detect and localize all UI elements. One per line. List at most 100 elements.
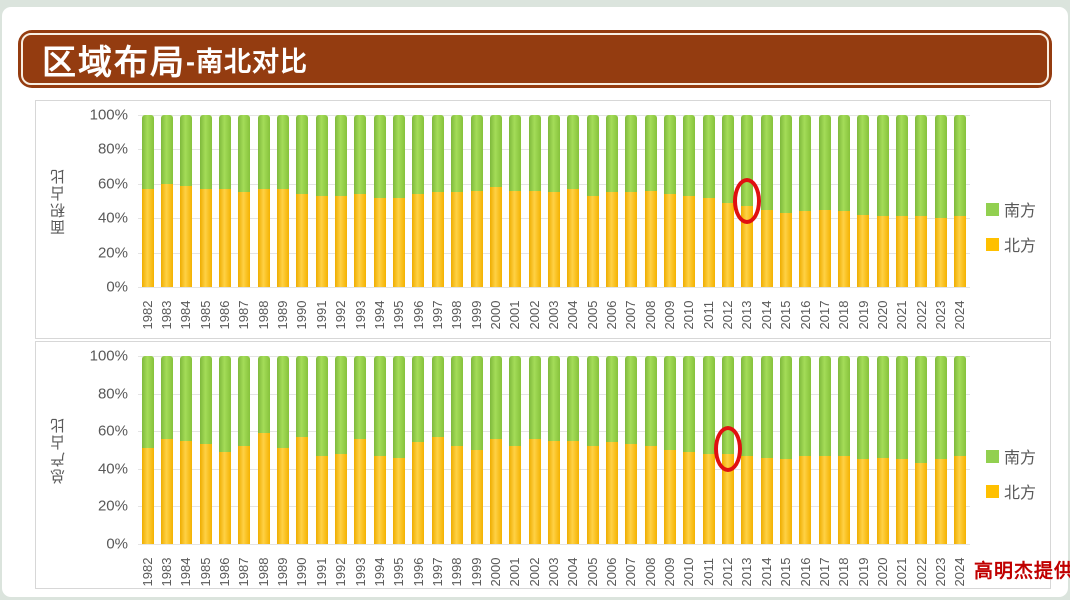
segment-south (141, 115, 154, 189)
segment-south (354, 115, 367, 195)
x-tick-label: 2002 (526, 557, 542, 587)
bar-2006 (605, 115, 618, 287)
bar-1983 (161, 115, 174, 287)
bar-2022 (915, 115, 928, 287)
bar-slot (215, 115, 234, 287)
x-tick-label: 1982 (139, 557, 155, 587)
bar-1996 (412, 115, 425, 287)
segment-south (489, 356, 502, 439)
x-tick-label: 1999 (468, 557, 484, 587)
bar-2003 (547, 115, 560, 287)
gridline (138, 544, 970, 545)
segment-south (451, 356, 464, 447)
plot-area: 0% 20% 40% 60% 80% 100% (90, 348, 970, 553)
x-axis-labels: 1982 1983 1984 1985 1986 1987 1988 1989 1990 1991… (138, 544, 970, 596)
segment-north (257, 188, 270, 287)
bar-slot (757, 115, 776, 287)
bar-slot (641, 356, 660, 544)
bar-slot (138, 115, 157, 287)
segment-north (315, 195, 328, 287)
legend-label-south: 南方 (1004, 450, 1037, 467)
segment-south (934, 356, 947, 460)
legend: 南方 北方 (986, 197, 1036, 256)
x-tick-label: 2003 (546, 300, 561, 330)
bar-1982 (141, 356, 154, 544)
bar-1993 (354, 115, 367, 287)
x-tick-label: 2005 (584, 557, 600, 587)
x-tick-label: 2010 (681, 557, 697, 587)
segment-north (489, 438, 502, 544)
bar-slot (157, 356, 176, 544)
segment-north (838, 211, 851, 287)
segment-south (335, 115, 348, 196)
segment-north (296, 436, 309, 544)
segment-south (567, 115, 580, 189)
x-tick-label: 2005 (584, 300, 600, 330)
bar-1991 (315, 115, 328, 287)
segment-south (876, 115, 889, 217)
bar-slot (660, 356, 679, 544)
legend-swatch-south (986, 449, 999, 463)
x-tick-label: 2008 (642, 300, 658, 330)
x-tick-label: 2022 (913, 557, 929, 587)
segment-north (896, 459, 909, 544)
slide: 区域布局 -南北对比 面积占比 0% 20% 40% 60% 80% 100% 1982 1… (2, 7, 1070, 597)
segment-south (219, 356, 232, 452)
segment-south (780, 356, 793, 460)
segment-north (180, 185, 193, 287)
segment-north (760, 209, 773, 287)
x-tick-label: 1991 (313, 557, 329, 587)
bar-1990 (296, 115, 309, 287)
segment-south (451, 115, 464, 193)
segment-north (915, 463, 928, 544)
segment-south (857, 356, 870, 460)
x-tick-label: 1990 (294, 300, 310, 330)
bar-slot (622, 115, 641, 287)
segment-north (528, 438, 541, 544)
segment-north (451, 446, 464, 544)
segment-south (238, 356, 251, 447)
bar-2011 (702, 115, 715, 287)
bar-2018 (838, 115, 851, 287)
bar-2016 (799, 115, 812, 287)
legend-item-south: 南方 (986, 444, 1036, 468)
legend-label-south: 南方 (1004, 203, 1037, 220)
bar-2011 (702, 356, 715, 544)
segment-south (373, 356, 386, 456)
segment-south (741, 356, 754, 456)
y-tick-label: 80% (97, 385, 128, 403)
segment-south (489, 115, 502, 188)
x-tick-label: 2015 (778, 557, 794, 587)
y-tick-label: 40% (97, 209, 128, 227)
y-tick-label: 60% (97, 422, 128, 440)
x-tick-label: 2000 (487, 557, 503, 587)
segment-north (954, 216, 967, 287)
segment-south (470, 115, 483, 191)
bar-slot (680, 356, 699, 544)
bar-2024 (954, 356, 967, 544)
bar-1990 (296, 356, 309, 544)
x-tick-label: 1995 (391, 557, 407, 587)
y-tick-label: 80% (97, 140, 128, 158)
bar-1988 (257, 115, 270, 287)
bar-2023 (934, 356, 947, 544)
segment-north (238, 446, 251, 544)
segment-south (799, 356, 812, 456)
bar-2002 (528, 115, 541, 287)
bar-1984 (180, 115, 193, 287)
x-tick-label: 2013 (739, 300, 755, 330)
segment-south (431, 115, 444, 193)
x-tick-label: 1992 (333, 557, 349, 587)
segment-north (354, 438, 367, 544)
bar-slot (699, 356, 718, 544)
bar-slot (815, 356, 834, 544)
segment-south (838, 115, 851, 212)
x-tick-label: 2019 (855, 300, 871, 330)
bar-slot (293, 115, 312, 287)
segment-north (857, 459, 870, 544)
segment-north (721, 202, 734, 287)
bar-slot (873, 356, 892, 544)
segment-north (412, 442, 425, 544)
segment-south (605, 115, 618, 193)
segment-north (296, 194, 309, 287)
